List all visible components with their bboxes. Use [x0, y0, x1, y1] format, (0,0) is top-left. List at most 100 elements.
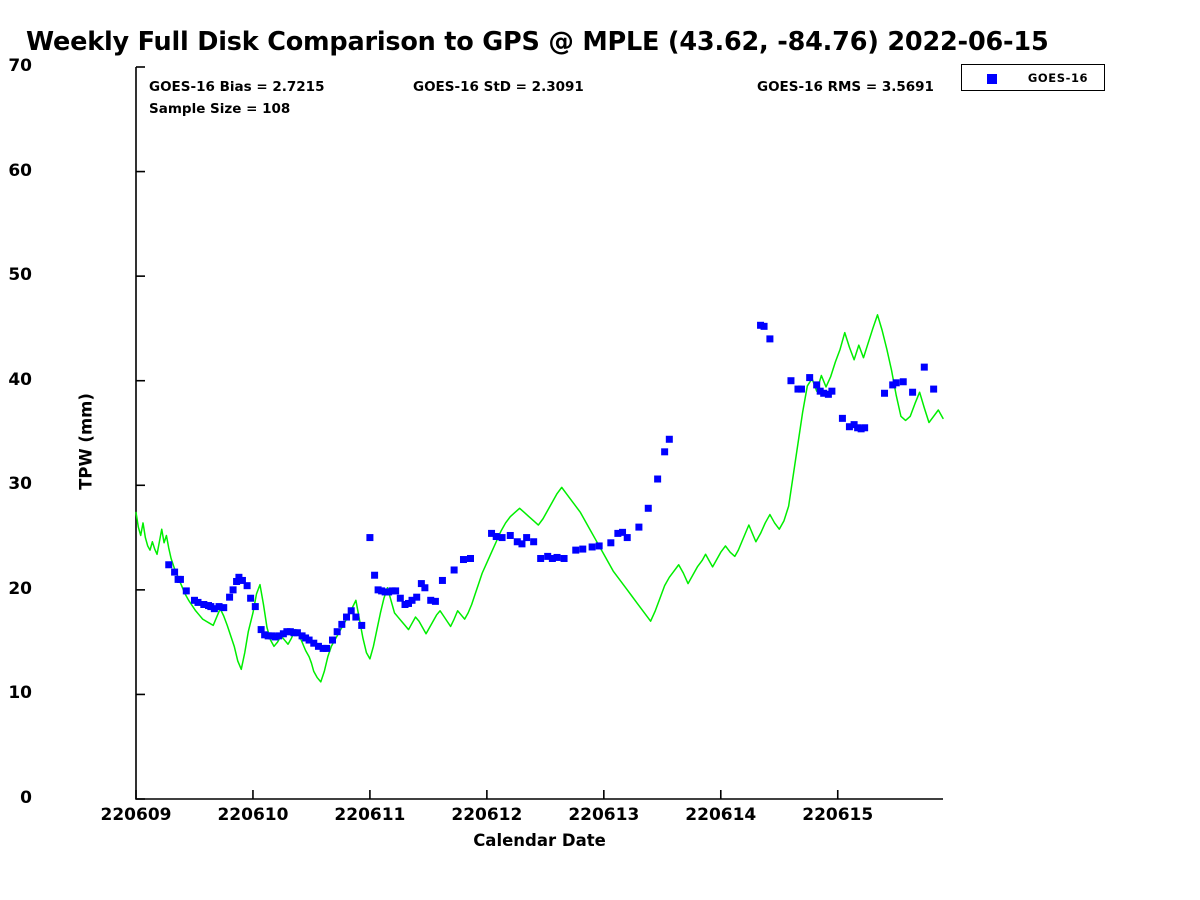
- x-tick-label-220611: 220611: [334, 805, 406, 825]
- data-point: [757, 321, 765, 329]
- data-point: [238, 576, 246, 584]
- data-point: [215, 603, 223, 611]
- data-point: [607, 539, 615, 547]
- data-point: [333, 628, 341, 636]
- data-point: [264, 632, 272, 640]
- data-point: [243, 582, 251, 590]
- data-point: [427, 596, 435, 604]
- data-point: [820, 389, 828, 397]
- data-point: [579, 545, 587, 553]
- data-point: [310, 639, 318, 647]
- data-point: [358, 621, 366, 629]
- data-point: [498, 534, 506, 542]
- data-point: [165, 561, 173, 569]
- data-point: [899, 378, 907, 386]
- x-tick-label-220615: 220615: [802, 805, 874, 825]
- data-point: [560, 554, 568, 562]
- x-tick-label-220610: 220610: [217, 805, 289, 825]
- data-point: [421, 584, 429, 592]
- data-point: [488, 529, 496, 537]
- data-point: [588, 543, 596, 551]
- data-point: [450, 566, 458, 574]
- data-point: [523, 534, 531, 542]
- stat-rms: GOES-16 RMS = 3.5691: [757, 79, 934, 95]
- axis-spines: [135, 67, 943, 800]
- data-point: [661, 448, 669, 456]
- data-point: [401, 601, 409, 608]
- data-point: [492, 533, 500, 541]
- data-point: [431, 597, 439, 605]
- data-point: [760, 322, 768, 330]
- data-point: [226, 593, 234, 601]
- data-point: [845, 423, 853, 431]
- data-point: [275, 632, 283, 640]
- data-point: [881, 389, 889, 397]
- y-axis-label: TPW (mm): [76, 393, 96, 490]
- data-point: [413, 593, 421, 601]
- data-point: [371, 571, 379, 579]
- data-point: [229, 586, 237, 594]
- data-point: [537, 554, 545, 562]
- data-point: [909, 388, 917, 396]
- x-tick-label-220613: 220613: [568, 805, 640, 825]
- data-point: [787, 377, 795, 385]
- data-point: [247, 594, 255, 602]
- data-point: [920, 363, 928, 371]
- data-point: [614, 529, 622, 537]
- legend: GOES-16: [961, 64, 1105, 91]
- data-point: [518, 540, 526, 548]
- chart-title: Weekly Full Disk Comparison to GPS @ MPL…: [26, 27, 1049, 57]
- data-point: [405, 599, 413, 607]
- data-point: [374, 586, 382, 594]
- data-point: [233, 577, 241, 585]
- data-point: [378, 587, 386, 595]
- data-point: [930, 385, 938, 393]
- data-point: [417, 580, 425, 588]
- data-point: [665, 435, 673, 443]
- data-point: [408, 596, 416, 604]
- data-point: [438, 576, 446, 584]
- data-point: [298, 632, 306, 640]
- data-point: [347, 607, 355, 615]
- x-tick-label-220612: 220612: [451, 805, 523, 825]
- data-point: [290, 629, 298, 637]
- data-point: [459, 556, 467, 564]
- x-tick-label-220609: 220609: [100, 805, 172, 825]
- x-axis-label: Calendar Date: [473, 831, 606, 850]
- data-point: [190, 596, 198, 604]
- data-point: [595, 542, 603, 550]
- data-point: [797, 385, 805, 393]
- data-point: [635, 523, 643, 531]
- data-point: [857, 425, 865, 433]
- data-point: [388, 587, 396, 595]
- data-point: [271, 633, 279, 641]
- data-point: [257, 626, 265, 634]
- data-point: [338, 620, 346, 628]
- data-point: [176, 575, 184, 583]
- legend-marker-goes16: [987, 74, 997, 84]
- data-point: [251, 603, 259, 611]
- data-point: [889, 381, 897, 389]
- data-point: [392, 587, 400, 595]
- data-point: [572, 546, 580, 554]
- data-point: [235, 573, 243, 581]
- data-point: [513, 538, 521, 546]
- data-point: [850, 421, 858, 429]
- data-point: [506, 531, 514, 539]
- legend-label-goes16: GOES-16: [1027, 71, 1089, 85]
- data-point: [892, 379, 900, 387]
- data-point: [828, 387, 836, 395]
- data-point: [283, 628, 291, 636]
- data-point: [548, 554, 556, 562]
- data-point: [302, 634, 310, 642]
- data-point: [323, 644, 331, 652]
- data-point: [286, 628, 294, 636]
- data-point: [319, 644, 327, 652]
- data-point: [182, 587, 190, 595]
- stat-bias: GOES-16 Bias = 2.7215: [149, 79, 325, 95]
- stat-std: GOES-16 StD = 2.3091: [413, 79, 584, 95]
- data-point: [838, 414, 846, 422]
- data-point: [644, 504, 652, 512]
